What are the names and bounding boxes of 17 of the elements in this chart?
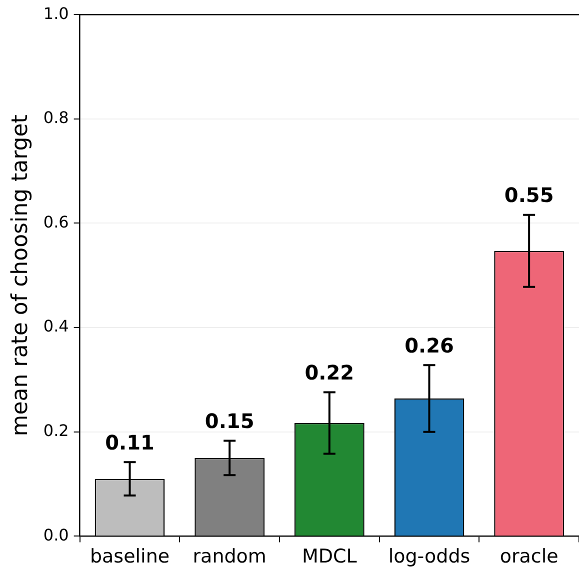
x-tick-label: baseline: [90, 546, 170, 568]
data-label: 0.15: [204, 408, 254, 433]
y-tick-label: 1.0: [43, 4, 69, 23]
y-axis-title: mean rate of choosing target: [8, 114, 33, 436]
y-tick-label: 0.0: [43, 525, 69, 544]
y-tick-label: 0.4: [43, 316, 69, 336]
x-tick-label: log-odds: [388, 546, 470, 568]
y-tick-label: 0.2: [43, 421, 69, 440]
x-tick-label: MDCL: [302, 546, 358, 568]
x-tick-label: random: [192, 546, 266, 568]
data-label: 0.55: [504, 183, 554, 208]
x-tick-label: oracle: [500, 546, 558, 568]
y-tick-label: 0.6: [43, 212, 69, 232]
y-tick-label: 0.8: [43, 108, 69, 128]
data-label: 0.11: [105, 430, 154, 454]
data-label: 0.22: [304, 360, 354, 384]
data-label: 0.26: [404, 333, 454, 358]
